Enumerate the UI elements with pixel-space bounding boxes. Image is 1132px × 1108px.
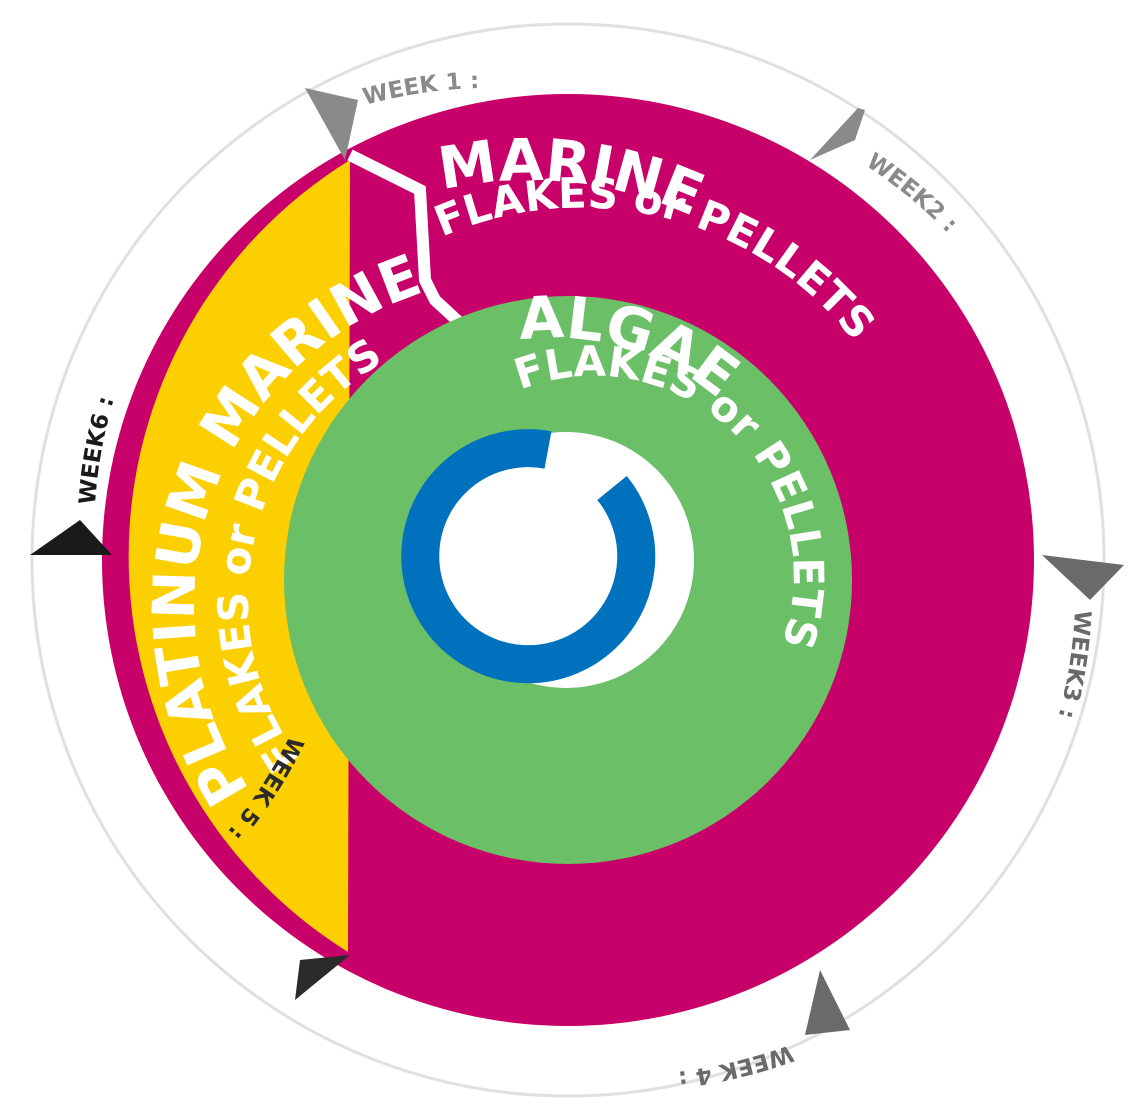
week4-marker-icon [805, 970, 850, 1035]
center-progress-ring [401, 429, 656, 684]
platinum-marine-band [128, 160, 350, 952]
week5-marker-icon [295, 955, 350, 1000]
week2-marker-icon [810, 108, 865, 160]
week1-marker-icon [305, 88, 358, 160]
week3-marker-icon [1042, 555, 1124, 600]
week6-marker-icon [30, 520, 112, 555]
